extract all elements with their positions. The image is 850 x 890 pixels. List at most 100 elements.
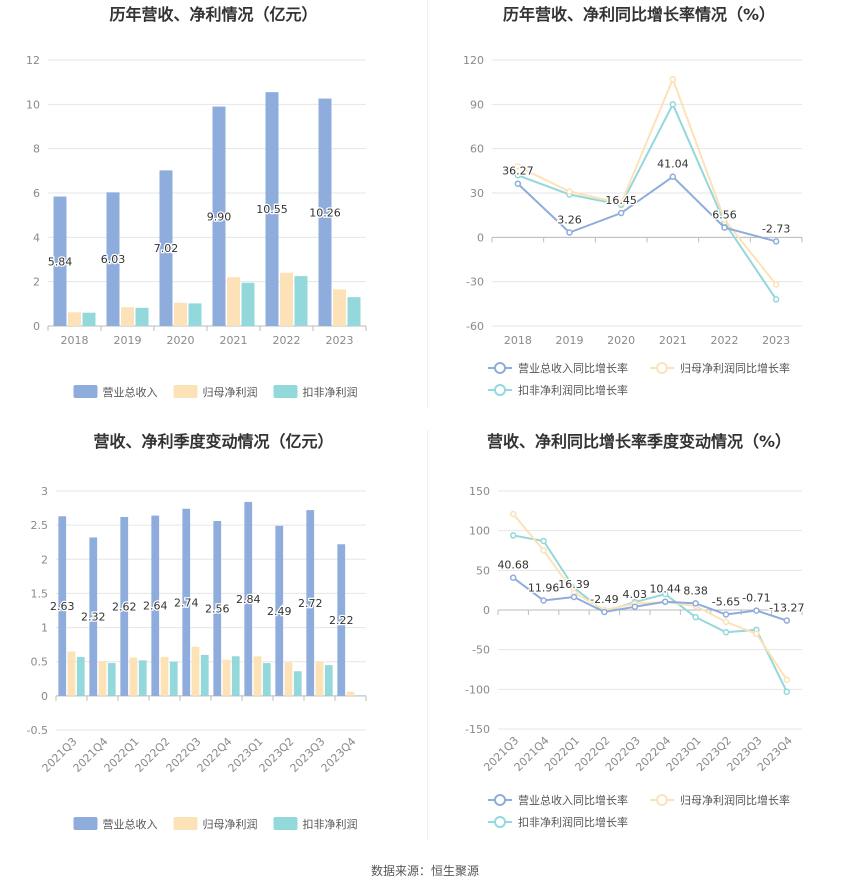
point-扣非净利润同比增长率-2021Q4 bbox=[540, 537, 547, 545]
point-营业总收入同比增长率-2021Q4 bbox=[540, 597, 547, 604]
bar-扣非净利润-2023Q3 bbox=[324, 665, 333, 696]
data-label: 36.27 bbox=[502, 165, 533, 178]
legend-marker bbox=[494, 794, 506, 806]
data-label: -5.65 bbox=[712, 595, 740, 608]
data-label: 16.45 bbox=[605, 194, 637, 207]
bar-归母净利润-2023Q2 bbox=[284, 662, 293, 696]
chart-2: 历年营收、净利同比增长率情况（%） -60 -30 0 30 60 90 120 2018 201… bbox=[463, 5, 803, 397]
bar-归母净利润-2022Q2 bbox=[160, 656, 169, 696]
y-tick-label: -0.5 bbox=[27, 724, 48, 737]
legend-label: 营业总收入 bbox=[103, 385, 158, 399]
legend-marker bbox=[656, 362, 668, 374]
data-label: 9.90 bbox=[207, 210, 232, 223]
point-归母净利润同比增长率-2023 bbox=[772, 281, 780, 288]
chart-title: 历年营收、净利情况（亿元） bbox=[109, 5, 317, 24]
line-扣非净利润同比增长率 bbox=[517, 102, 777, 300]
bar-营业总收入-2019 bbox=[106, 192, 120, 326]
y-tick-label: -30 bbox=[466, 276, 484, 289]
data-label: 2.72 bbox=[298, 597, 323, 610]
point-扣非净利润同比增长率-2021Q3 bbox=[509, 532, 517, 539]
x-tick-label: 2023 bbox=[762, 334, 790, 347]
data-label: 16.39 bbox=[558, 578, 590, 591]
point-营业总收入同比增长率-2022Q1 bbox=[570, 593, 578, 601]
x-tick-label: 2023Q4 bbox=[319, 735, 359, 775]
data-label: 10.44 bbox=[649, 583, 681, 596]
legend-swatch bbox=[73, 385, 98, 398]
bar-归母净利润-2018 bbox=[68, 312, 81, 326]
bar-营业总收入-2023 bbox=[318, 98, 332, 326]
point-营业总收入同比增长率-2023Q4 bbox=[783, 617, 791, 624]
y-tick-label: -100 bbox=[465, 683, 490, 696]
bar-归母净利润-2022Q4 bbox=[222, 659, 231, 696]
point-营业总收入同比增长率-2019 bbox=[566, 229, 573, 236]
data-label: -13.27 bbox=[769, 602, 804, 615]
y-tick-label: 0 bbox=[477, 231, 484, 244]
y-tick-label: 8 bbox=[33, 143, 40, 156]
data-label: 10.55 bbox=[256, 203, 288, 216]
point-扣非净利润同比增长率-2022Q4 bbox=[661, 590, 669, 598]
point-归母净利润同比增长率-2018 bbox=[514, 163, 522, 170]
legend-swatch bbox=[273, 817, 298, 830]
data-label: 3.26 bbox=[557, 214, 582, 227]
bar-营业总收入-2021Q4 bbox=[89, 537, 98, 696]
data-label: -2.49 bbox=[590, 593, 618, 606]
data-label: 2.22 bbox=[329, 614, 354, 627]
legend-swatch bbox=[173, 385, 198, 398]
legend-marker bbox=[656, 794, 668, 806]
data-label: 2.62 bbox=[112, 600, 137, 613]
data-label: -0.71 bbox=[742, 592, 770, 605]
chart-1: 历年营收、净利情况（亿元） 0 2 4 6 8 10 12 2018 2019 2020 2021 20… bbox=[26, 5, 367, 399]
legend-swatch bbox=[73, 817, 98, 830]
bar-扣非净利润-2018 bbox=[82, 312, 96, 326]
y-tick-label: 12 bbox=[26, 54, 40, 67]
bar-营业总收入-2022Q2 bbox=[151, 515, 160, 696]
bar-营业总收入-2023Q2 bbox=[275, 525, 284, 696]
y-tick-label: 4 bbox=[33, 231, 40, 244]
vertical-divider-bottom bbox=[427, 430, 428, 840]
bar-营业总收入-2022Q1 bbox=[120, 516, 129, 696]
data-label: 41.04 bbox=[657, 158, 689, 171]
bar-扣非净利润-2021Q3 bbox=[76, 656, 85, 696]
y-tick-label: 90 bbox=[470, 98, 484, 111]
legend-label: 归母净利润同比增长率 bbox=[680, 793, 790, 807]
point-扣非净利润同比增长率-2023Q2 bbox=[722, 628, 730, 636]
line-营业总收入同比增长率 bbox=[517, 175, 777, 243]
y-tick-label: 0.5 bbox=[31, 656, 49, 669]
bar-扣非净利润-2023Q1 bbox=[262, 663, 271, 696]
legend-swatch bbox=[173, 817, 198, 830]
point-扣非净利润同比增长率-2021 bbox=[669, 101, 677, 108]
y-tick-label: 120 bbox=[463, 54, 484, 67]
data-label: 5.84 bbox=[48, 255, 73, 268]
point-营业总收入同比增长率-2022Q3 bbox=[631, 603, 639, 611]
bar-扣非净利润-2022Q2 bbox=[169, 661, 178, 696]
point-营业总收入同比增长率-2021Q3 bbox=[509, 574, 517, 581]
bar-营业总收入-2021 bbox=[212, 106, 226, 326]
x-tick-label: 2019 bbox=[556, 334, 584, 347]
data-label: 4.03 bbox=[623, 588, 648, 601]
y-tick-label: 2 bbox=[41, 553, 48, 566]
point-营业总收入同比增长率-2022Q4 bbox=[661, 598, 669, 605]
legend-label: 归母净利润 bbox=[203, 385, 258, 399]
x-tick-label: 2018 bbox=[61, 334, 89, 347]
data-label: 40.68 bbox=[497, 559, 529, 572]
y-tick-label: 1 bbox=[41, 622, 48, 635]
point-归母净利润同比增长率-2023Q2 bbox=[722, 618, 730, 626]
y-tick-label: 2.5 bbox=[31, 519, 49, 532]
bar-归母净利润-2023Q4 bbox=[346, 691, 355, 696]
point-营业总收入同比增长率-2022Q2 bbox=[601, 608, 608, 616]
point-营业总收入同比增长率-2023Q1 bbox=[692, 600, 699, 607]
legend-label: 归母净利润 bbox=[203, 817, 258, 831]
legend-marker bbox=[494, 362, 506, 374]
bar-归母净利润-2022Q1 bbox=[129, 657, 138, 696]
bar-扣非净利润-2022Q3 bbox=[200, 654, 209, 696]
point-归母净利润同比增长率-2023Q4 bbox=[783, 676, 791, 684]
x-tick-label: 2018 bbox=[504, 334, 532, 347]
bar-营业总收入-2023Q3 bbox=[306, 510, 315, 696]
bar-扣非净利润-2022Q1 bbox=[138, 660, 147, 696]
bar-营业总收入-2023Q1 bbox=[244, 501, 253, 696]
chart-4: 营收、净利同比增长率季度变动情况（%）-150-100-500501001502… bbox=[465, 432, 806, 829]
point-归母净利润同比增长率-2020 bbox=[617, 200, 625, 207]
bar-归母净利润-2021Q3 bbox=[67, 651, 76, 696]
y-tick-label: -60 bbox=[466, 320, 484, 333]
y-tick-label: -50 bbox=[472, 644, 490, 657]
